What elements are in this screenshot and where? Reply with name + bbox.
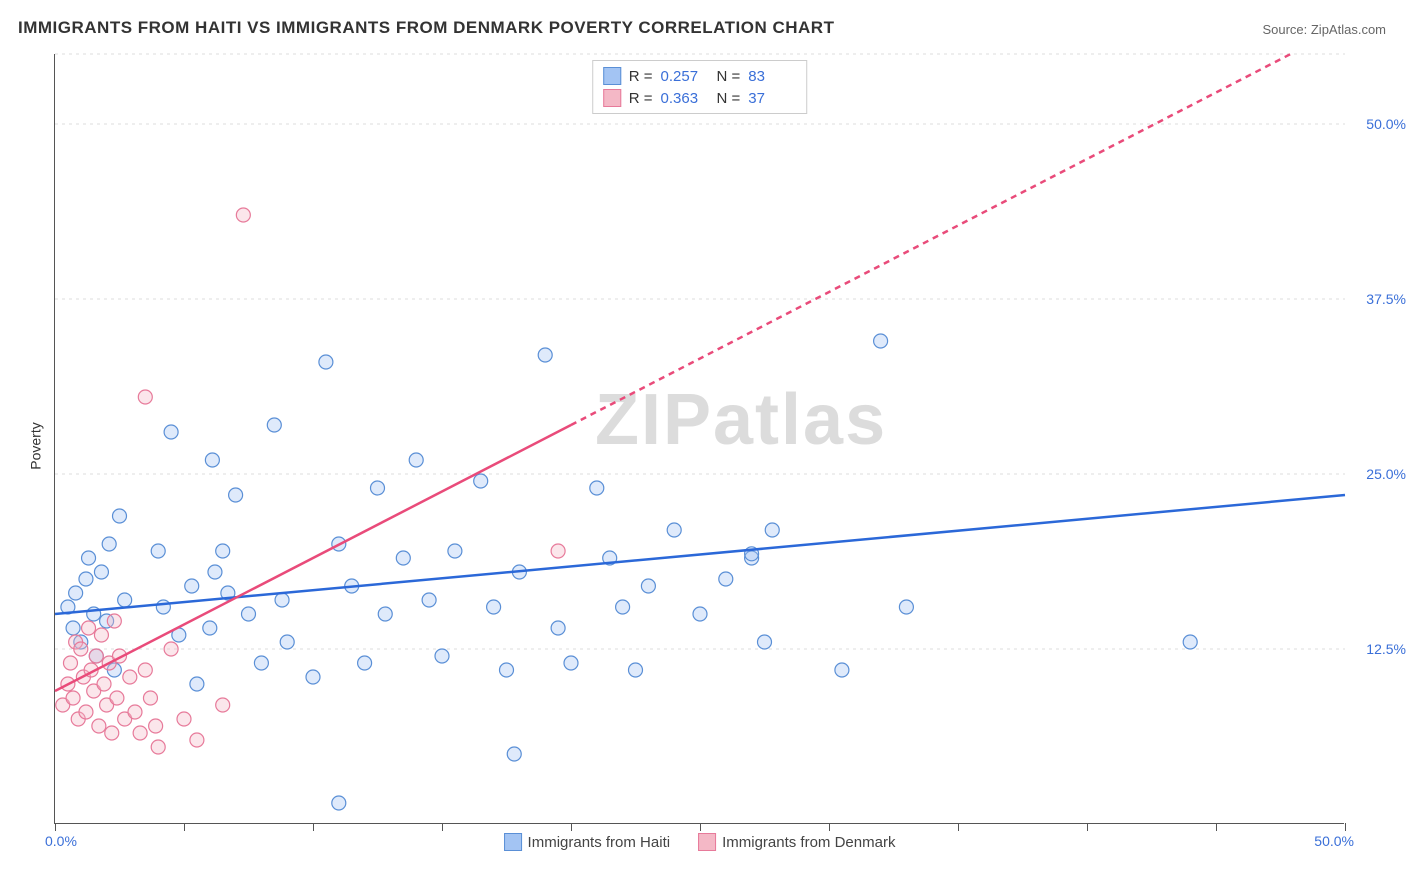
legend-label-haiti: Immigrants from Haiti [528, 834, 671, 851]
legend-swatch-haiti-bottom [504, 833, 522, 851]
x-tick [184, 823, 185, 831]
legend-item-denmark: Immigrants from Denmark [698, 833, 895, 851]
legend-swatch-denmark-bottom [698, 833, 716, 851]
x-tick [571, 823, 572, 831]
legend-item-haiti: Immigrants from Haiti [504, 833, 671, 851]
source-attribution: Source: ZipAtlas.com [1262, 22, 1386, 37]
legend-label-denmark: Immigrants from Denmark [722, 834, 895, 851]
series-legend: Immigrants from Haiti Immigrants from De… [504, 833, 896, 851]
x-tick [1345, 823, 1346, 831]
x-tick [700, 823, 701, 831]
y-axis-label: Poverty [28, 422, 44, 469]
x-axis-min-label: 0.0% [45, 833, 77, 849]
x-tick [958, 823, 959, 831]
y-tick-label: 25.0% [1366, 466, 1406, 482]
x-tick [829, 823, 830, 831]
x-axis-max-label: 50.0% [1314, 833, 1354, 849]
y-tick-label: 37.5% [1366, 291, 1406, 307]
plot-area: ZIPatlas R = 0.257 N = 83 R = 0.363 N = … [54, 54, 1344, 824]
x-tick [1087, 823, 1088, 831]
chart-svg [55, 54, 1344, 823]
x-tick [313, 823, 314, 831]
x-tick [442, 823, 443, 831]
x-tick [55, 823, 56, 831]
y-tick-label: 50.0% [1366, 116, 1406, 132]
y-tick-label: 12.5% [1366, 641, 1406, 657]
x-tick [1216, 823, 1217, 831]
chart-title: IMMIGRANTS FROM HAITI VS IMMIGRANTS FROM… [18, 18, 834, 38]
